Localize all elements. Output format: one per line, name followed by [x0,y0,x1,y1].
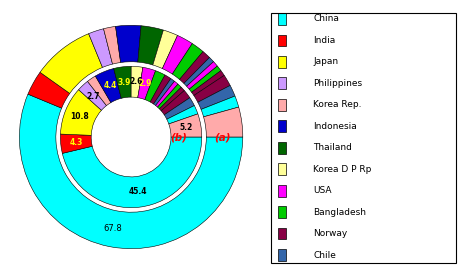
Wedge shape [200,96,238,117]
FancyBboxPatch shape [278,228,286,239]
Wedge shape [194,75,230,102]
Text: 5.2: 5.2 [179,123,192,132]
Text: (a): (a) [213,132,230,142]
Wedge shape [164,98,194,119]
Wedge shape [161,90,189,115]
Text: Norway: Norway [313,229,346,238]
Wedge shape [138,26,163,65]
FancyBboxPatch shape [278,185,286,196]
Text: Korea Rep.: Korea Rep. [313,100,361,109]
Wedge shape [153,79,174,105]
Text: Philippines: Philippines [313,79,361,88]
Wedge shape [186,62,217,89]
Wedge shape [88,29,113,67]
Wedge shape [103,26,120,64]
Wedge shape [131,66,143,98]
Wedge shape [19,94,242,249]
Wedge shape [138,67,155,99]
Text: India: India [313,36,335,45]
Text: 2.6: 2.6 [129,78,142,86]
FancyBboxPatch shape [278,78,286,89]
FancyBboxPatch shape [278,56,286,68]
Wedge shape [113,66,131,98]
Text: Korea D P Rp: Korea D P Rp [313,165,370,174]
FancyBboxPatch shape [278,142,286,154]
Wedge shape [78,81,106,110]
Wedge shape [203,107,242,137]
Wedge shape [115,25,141,62]
Text: Chile: Chile [313,250,335,259]
FancyBboxPatch shape [278,249,286,261]
Text: 4.3: 4.3 [69,138,82,147]
Wedge shape [88,76,111,105]
FancyBboxPatch shape [278,120,286,132]
Wedge shape [95,68,121,102]
Wedge shape [152,30,177,68]
FancyBboxPatch shape [278,163,286,175]
FancyBboxPatch shape [278,206,286,218]
Text: Japan: Japan [313,57,338,66]
FancyBboxPatch shape [278,99,286,111]
Text: 3.9: 3.9 [117,78,131,87]
Wedge shape [166,105,197,124]
Wedge shape [60,134,92,153]
Wedge shape [155,81,178,107]
Wedge shape [150,75,170,104]
Wedge shape [40,34,102,93]
Text: 10.8: 10.8 [70,112,89,121]
Text: 4.4: 4.4 [103,81,117,90]
Wedge shape [144,71,165,102]
Wedge shape [62,137,201,208]
Wedge shape [172,44,203,79]
Wedge shape [159,87,184,111]
Text: 45.4: 45.4 [128,187,146,196]
Wedge shape [60,90,101,135]
Text: 2.9: 2.9 [138,79,152,88]
FancyBboxPatch shape [278,35,286,46]
Text: China: China [313,15,338,24]
Text: 67.8: 67.8 [103,224,122,233]
Wedge shape [183,58,213,86]
Wedge shape [189,66,220,92]
Wedge shape [197,85,234,109]
FancyBboxPatch shape [278,13,286,25]
Text: Bangladesh: Bangladesh [313,208,365,217]
Wedge shape [157,84,181,109]
Text: USA: USA [313,186,331,195]
Wedge shape [191,71,224,96]
Text: 2.7: 2.7 [87,92,100,101]
Wedge shape [169,114,201,137]
Wedge shape [162,35,192,74]
Text: (b): (b) [170,132,187,142]
Wedge shape [179,52,209,83]
Wedge shape [28,72,69,108]
Text: Thailand: Thailand [313,143,351,152]
Text: Indonesia: Indonesia [313,122,356,131]
